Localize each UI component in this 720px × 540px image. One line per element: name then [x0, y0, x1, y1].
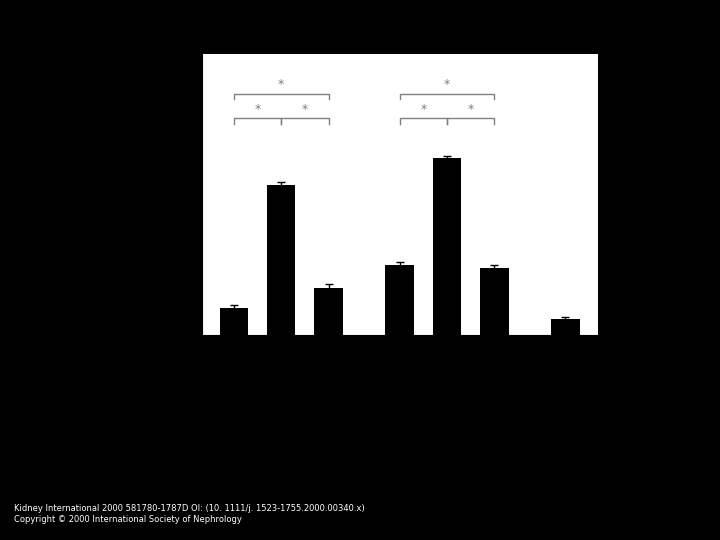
Text: DT: DT	[182, 461, 199, 474]
Text: −: −	[264, 425, 274, 438]
Text: +: +	[499, 388, 509, 401]
Text: +: +	[447, 388, 456, 401]
Text: *: *	[302, 103, 308, 116]
Text: −: −	[317, 388, 326, 401]
Text: −: −	[577, 388, 587, 401]
Bar	[220, 308, 248, 335]
Text: Figure 4: Figure 4	[329, 38, 391, 53]
Text: +: +	[395, 388, 405, 401]
Bar	[385, 265, 414, 335]
Bar	[552, 319, 580, 335]
Text: −: −	[264, 388, 274, 401]
Text: *: *	[278, 78, 284, 91]
Text: BSA: BSA	[175, 388, 199, 401]
Text: −: −	[499, 461, 509, 474]
Text: *: *	[467, 103, 474, 116]
Text: +: +	[317, 425, 326, 438]
Text: −: −	[317, 461, 326, 474]
Text: −: −	[212, 461, 222, 474]
Text: −: −	[577, 425, 587, 438]
Text: −: −	[212, 388, 222, 401]
Text: +: +	[264, 461, 274, 474]
Text: +: +	[264, 352, 274, 365]
Text: −: −	[577, 352, 587, 365]
Text: +: +	[212, 352, 222, 365]
Text: *: *	[420, 103, 426, 116]
Text: −: −	[447, 425, 456, 438]
Text: Kidney International 2000 581780-1787D OI: (10. 1111/j. 1523-1755.2000.00340.x)
: Kidney International 2000 581780-1787D O…	[14, 504, 365, 524]
Bar	[267, 185, 295, 335]
Text: +: +	[447, 461, 456, 474]
Text: *: *	[444, 78, 450, 91]
Text: −: −	[577, 461, 587, 474]
Bar	[480, 268, 508, 335]
Text: −: −	[395, 461, 405, 474]
Bar	[433, 158, 462, 335]
Text: Ribose: Ribose	[159, 352, 199, 365]
Text: NOC18: NOC18	[158, 425, 199, 438]
Text: *: *	[254, 103, 261, 116]
Y-axis label: Relative peak height: Relative peak height	[164, 123, 179, 266]
Bar	[315, 288, 343, 335]
Text: +: +	[395, 352, 405, 365]
Text: +: +	[447, 352, 456, 365]
Text: +: +	[499, 352, 509, 365]
Text: +: +	[317, 352, 326, 365]
Text: +: +	[499, 425, 509, 438]
Text: −: −	[395, 425, 405, 438]
Text: −: −	[212, 425, 222, 438]
